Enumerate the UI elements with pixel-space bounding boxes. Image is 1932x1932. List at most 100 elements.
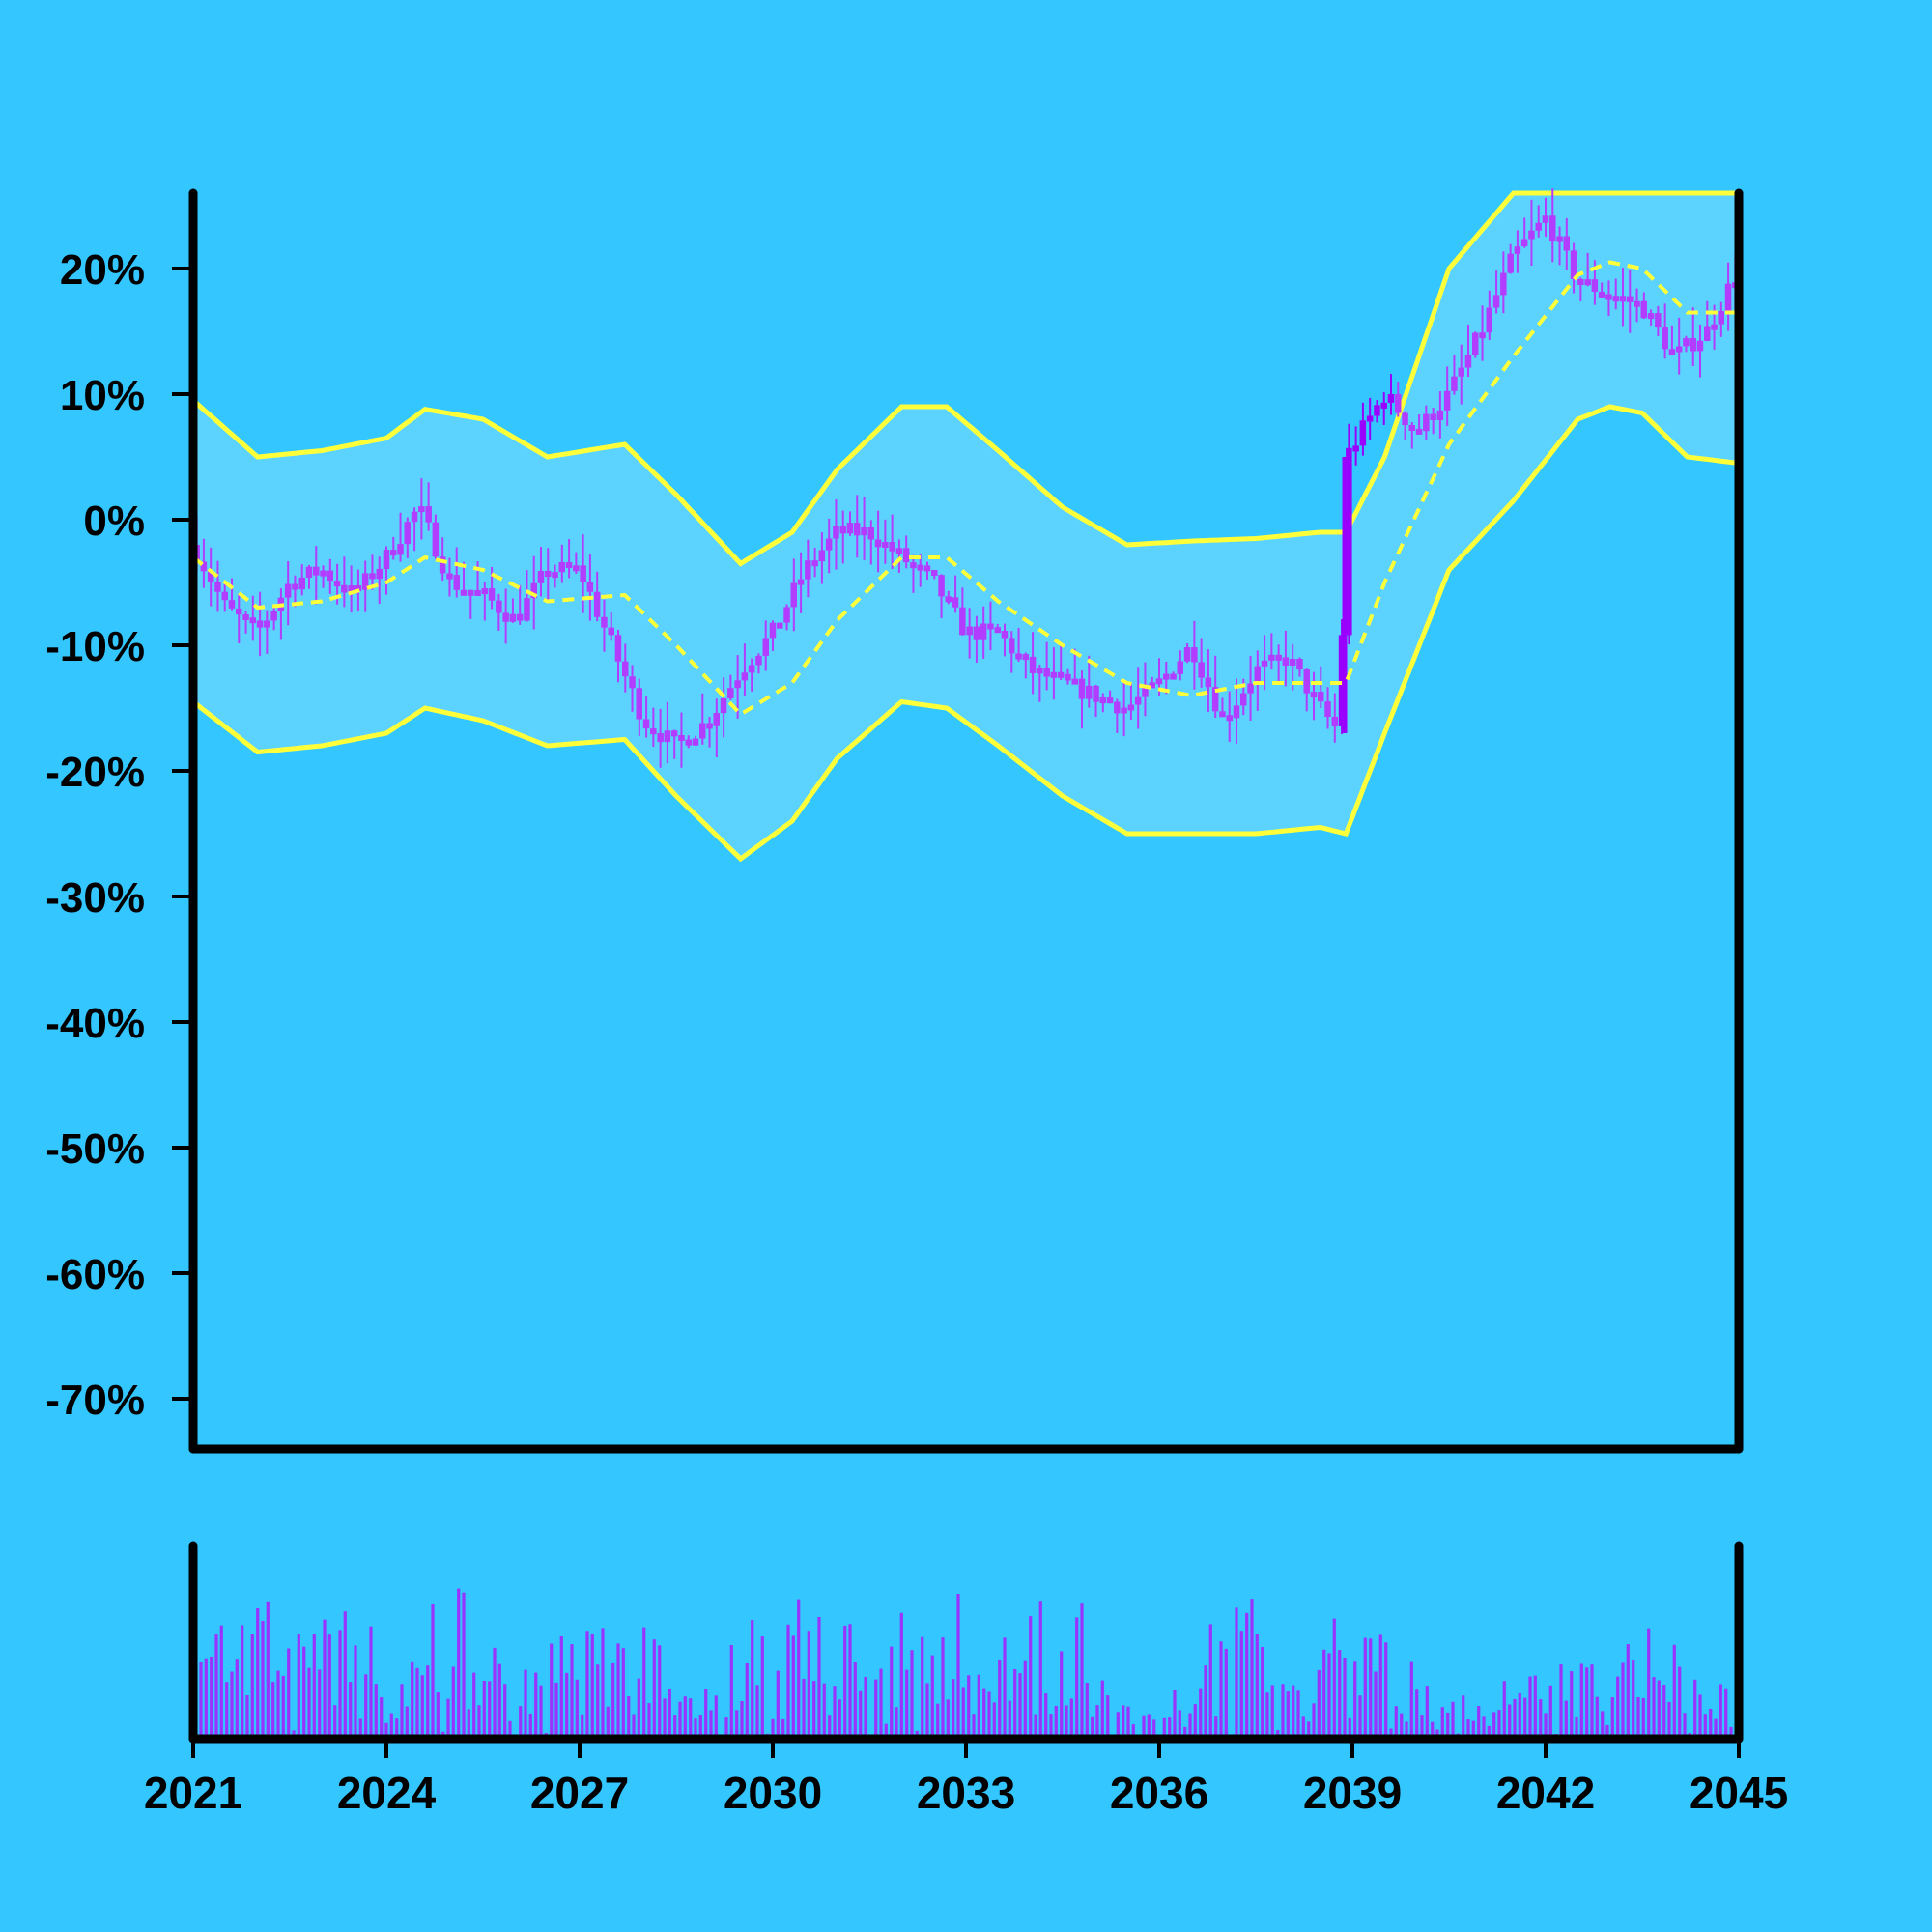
x-tick-label: 2027 bbox=[530, 1768, 629, 1818]
volume-bar bbox=[297, 1634, 300, 1739]
volume-bar bbox=[281, 1675, 285, 1739]
moving-average-layer bbox=[191, 260, 1739, 718]
candle-body bbox=[1226, 715, 1233, 722]
candle-body bbox=[327, 570, 333, 582]
volume-bar bbox=[575, 1679, 579, 1739]
volume-bar bbox=[977, 1674, 980, 1739]
candle-body bbox=[1071, 678, 1078, 685]
candle-body bbox=[1254, 666, 1261, 684]
candle-body bbox=[221, 591, 228, 601]
volume-bar bbox=[1085, 1683, 1089, 1739]
volume-bar bbox=[389, 1713, 393, 1739]
candle-body bbox=[713, 713, 720, 726]
candle-body bbox=[1570, 250, 1577, 279]
volume-bar bbox=[786, 1624, 790, 1739]
volume-bar bbox=[1142, 1715, 1146, 1739]
volume-bar bbox=[678, 1701, 682, 1739]
volume-bar bbox=[952, 1679, 955, 1739]
candle-body bbox=[1303, 669, 1310, 694]
volume-bar bbox=[1208, 1624, 1212, 1739]
candle-body bbox=[902, 548, 910, 563]
volume-bar bbox=[899, 1612, 903, 1739]
candle-body bbox=[1683, 338, 1690, 347]
volume-bar bbox=[1075, 1617, 1079, 1739]
volume-bar bbox=[488, 1681, 492, 1739]
volume-bar bbox=[1662, 1685, 1666, 1739]
volume-bar bbox=[415, 1667, 419, 1739]
candle-body bbox=[833, 526, 839, 539]
band-fill bbox=[193, 193, 1739, 859]
volume-bar bbox=[364, 1674, 368, 1739]
volume-bar bbox=[936, 1703, 940, 1739]
candle-body bbox=[1324, 701, 1331, 717]
candle-body bbox=[1057, 671, 1065, 678]
candle-body bbox=[1598, 291, 1605, 298]
volume-bar bbox=[1152, 1719, 1156, 1739]
volume-bar bbox=[1508, 1704, 1512, 1739]
y-tick-label: -60% bbox=[45, 1251, 145, 1298]
volume-bar bbox=[261, 1621, 265, 1739]
volume-bar bbox=[1502, 1681, 1506, 1739]
volume-bar bbox=[554, 1682, 558, 1739]
candle-body bbox=[425, 506, 432, 523]
volume-bar bbox=[214, 1634, 218, 1739]
candle-body bbox=[1331, 716, 1338, 726]
candle-body bbox=[1338, 635, 1346, 726]
volume-bar bbox=[457, 1588, 461, 1739]
volume-bar bbox=[1332, 1618, 1336, 1739]
candle-body bbox=[537, 571, 545, 583]
candle-body bbox=[1065, 673, 1071, 681]
volume-bar bbox=[1564, 1700, 1568, 1739]
candle-body bbox=[249, 617, 256, 624]
volume-bar bbox=[1471, 1720, 1475, 1739]
volume-bar bbox=[467, 1709, 470, 1739]
candle-body bbox=[1655, 313, 1662, 328]
volume-bar bbox=[998, 1659, 1002, 1739]
candle-body bbox=[762, 638, 769, 656]
volume-bar bbox=[369, 1626, 373, 1739]
candle-body bbox=[460, 589, 468, 596]
candle-body bbox=[341, 584, 348, 593]
volume-bar bbox=[1683, 1713, 1687, 1739]
candle-body bbox=[593, 591, 601, 617]
volume-bar bbox=[1435, 1729, 1439, 1739]
volume-bar bbox=[781, 1718, 785, 1739]
volume-bar bbox=[477, 1705, 481, 1739]
volume-bar bbox=[729, 1645, 733, 1739]
volume-bar bbox=[1431, 1721, 1435, 1739]
volume-bar bbox=[632, 1714, 636, 1739]
volume-bar bbox=[1492, 1712, 1496, 1739]
candle-body bbox=[502, 612, 509, 622]
volume-bar bbox=[817, 1617, 821, 1739]
volume-bar bbox=[621, 1648, 625, 1739]
candle-body bbox=[931, 570, 938, 576]
candle-body bbox=[1520, 239, 1528, 247]
volume-bar bbox=[961, 1687, 965, 1739]
volume-bar bbox=[807, 1631, 810, 1739]
volume-bar bbox=[874, 1679, 878, 1739]
candle-body bbox=[1542, 215, 1549, 223]
candle-body bbox=[1121, 707, 1127, 714]
candle-body bbox=[938, 575, 945, 597]
candle-body bbox=[1149, 682, 1155, 689]
volume-bar bbox=[1548, 1685, 1552, 1739]
volume-bar bbox=[647, 1703, 651, 1739]
candle-body bbox=[298, 577, 305, 590]
y-tick-label: -50% bbox=[45, 1125, 145, 1173]
volume-bar bbox=[524, 1669, 527, 1739]
volume-bar bbox=[1544, 1713, 1548, 1739]
candle-body bbox=[481, 588, 488, 595]
candle-body bbox=[699, 723, 706, 739]
volume-bar bbox=[1224, 1648, 1228, 1739]
candle-body bbox=[790, 582, 797, 608]
candle-body bbox=[952, 597, 959, 608]
candle-body bbox=[207, 571, 214, 582]
candle-body bbox=[1619, 296, 1627, 302]
candle-body bbox=[573, 565, 580, 572]
candle-body bbox=[1675, 346, 1683, 353]
volume-bar bbox=[333, 1705, 337, 1739]
volume-bar bbox=[534, 1672, 538, 1739]
volume-bar bbox=[1250, 1599, 1254, 1739]
volume-bar bbox=[271, 1682, 275, 1739]
volume-bar bbox=[1652, 1677, 1656, 1739]
